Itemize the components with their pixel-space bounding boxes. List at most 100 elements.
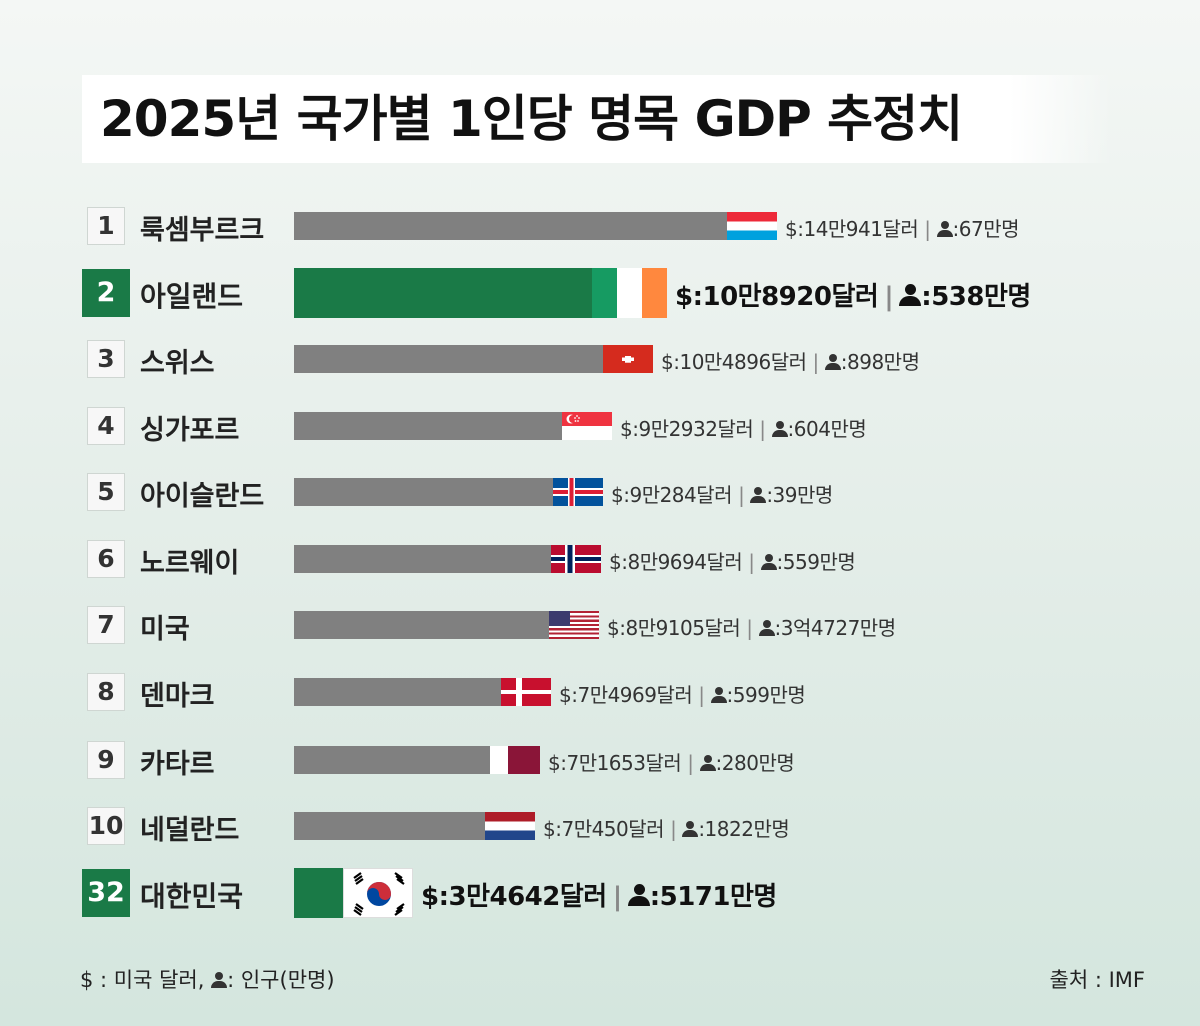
person-icon [627, 884, 650, 906]
value-label: $:7만4969달러 | :599만명 [559, 679, 806, 708]
flag-iceland-icon [553, 478, 603, 506]
person-icon [750, 487, 767, 503]
separator: | [924, 217, 931, 241]
rank-badge: 7 [87, 606, 125, 644]
flag-switzerland-icon [603, 345, 653, 373]
value-label: $:14만941달러 | :67만명 [785, 213, 1020, 242]
value-label: $:8만9694달러 | :559만명 [609, 546, 856, 575]
country-label: 스위스 [140, 348, 215, 379]
population-value: :559만명 [776, 550, 856, 574]
separator: | [884, 282, 894, 312]
population-value: :604만명 [787, 417, 867, 441]
population-value: :599만명 [726, 683, 806, 707]
separator: | [748, 550, 755, 574]
flag-ireland-icon [592, 268, 667, 318]
country-label: 대한민국 [140, 880, 244, 913]
flag-korea-icon [343, 868, 413, 918]
value-label: $:9만284달러 | :39만명 [611, 479, 833, 508]
person-icon [758, 620, 775, 636]
rank-badge: 5 [87, 473, 125, 511]
person-icon [682, 821, 699, 837]
person-icon [699, 755, 716, 771]
bar [294, 611, 599, 639]
rank-badge: 10 [87, 807, 125, 845]
country-label: 아이슬란드 [140, 481, 265, 512]
person-icon [710, 687, 727, 703]
legend-note: $ : 미국 달러, : 인구(만명) [80, 964, 335, 994]
population-value: :67만명 [952, 217, 1020, 241]
country-label: 네덜란드 [140, 815, 240, 846]
bar [294, 345, 653, 373]
separator: | [812, 350, 820, 374]
population-value: :3억4727만명 [774, 616, 897, 640]
population-value: :280만명 [715, 751, 795, 775]
bar [294, 212, 777, 240]
value-label: $:10만4896달러 | :898만명 [661, 346, 920, 375]
person-icon [771, 421, 788, 437]
flag-singapore-icon [562, 412, 612, 440]
person-icon [899, 284, 922, 306]
rank-badge: 2 [82, 269, 130, 317]
bar [294, 412, 612, 440]
gdp-value: $:7만4969달러 [559, 683, 693, 707]
legend-dollar: $ : 미국 달러, [80, 968, 205, 992]
title-background [82, 75, 1112, 163]
rank-badge: 32 [82, 869, 130, 917]
chart-title: 2025년 국가별 1인당 명목 GDP 추정치 [100, 90, 963, 148]
rank-badge: 1 [87, 207, 125, 245]
value-label: $:8만9105달러 | :3억4727만명 [607, 612, 896, 641]
country-label: 노르웨이 [140, 548, 240, 579]
value-label: $:9만2932달러 | :604만명 [620, 413, 867, 442]
population-value: :1822만명 [698, 817, 790, 841]
gdp-value: $:7만450달러 [543, 817, 665, 841]
country-label: 룩셈부르크 [140, 215, 265, 246]
population-value: :538만명 [921, 282, 1031, 312]
population-value: :5171만명 [649, 882, 778, 912]
person-icon [211, 972, 228, 988]
population-value: :39만명 [766, 483, 833, 507]
person-icon [936, 221, 953, 237]
flag-qatar-icon [490, 746, 540, 774]
separator: | [698, 683, 705, 707]
separator: | [670, 817, 677, 841]
value-label: $:3만4642달러 | :5171만명 [421, 876, 777, 913]
value-label: $:7만450달러 | :1822만명 [543, 813, 790, 842]
country-label: 미국 [140, 614, 190, 645]
gdp-value: $:9만2932달러 [620, 417, 754, 441]
gdp-value: $:7만1653달러 [548, 751, 682, 775]
rank-badge: 9 [87, 741, 125, 779]
flag-luxembourg-icon [727, 212, 777, 240]
legend-population: : 인구(만명) [227, 968, 335, 992]
value-label: $:7만1653달러 | :280만명 [548, 747, 795, 776]
flag-norway-icon [551, 545, 601, 573]
gdp-value: $:14만941달러 [785, 217, 919, 241]
person-icon [760, 554, 777, 570]
country-label: 싱가포르 [140, 415, 240, 446]
gdp-value: $:10만8920달러 [675, 282, 879, 312]
separator: | [759, 417, 766, 441]
flag-usa-icon [549, 611, 599, 639]
rank-badge: 8 [87, 673, 125, 711]
gdp-value: $:9만284달러 [611, 483, 733, 507]
gdp-value: $:3만4642달러 [421, 882, 607, 912]
country-label: 카타르 [140, 749, 215, 780]
rank-badge: 3 [87, 340, 125, 378]
separator: | [738, 483, 745, 507]
flag-denmark-icon [501, 678, 551, 706]
rank-badge: 6 [87, 540, 125, 578]
population-value: :898만명 [840, 350, 920, 374]
separator: | [687, 751, 694, 775]
separator: | [612, 882, 623, 912]
gdp-value: $:8만9105달러 [607, 616, 741, 640]
rank-badge: 4 [87, 407, 125, 445]
person-icon [824, 354, 841, 370]
flag-netherlands-icon [485, 812, 535, 840]
gdp-value: $:10만4896달러 [661, 350, 807, 374]
bar [294, 545, 601, 573]
country-label: 덴마크 [140, 681, 215, 712]
source-note: 출처 : IMF [1049, 968, 1145, 992]
separator: | [746, 616, 753, 640]
gdp-value: $:8만9694달러 [609, 550, 743, 574]
value-label: $:10만8920달러 | :538만명 [675, 276, 1031, 313]
bar [294, 478, 603, 506]
